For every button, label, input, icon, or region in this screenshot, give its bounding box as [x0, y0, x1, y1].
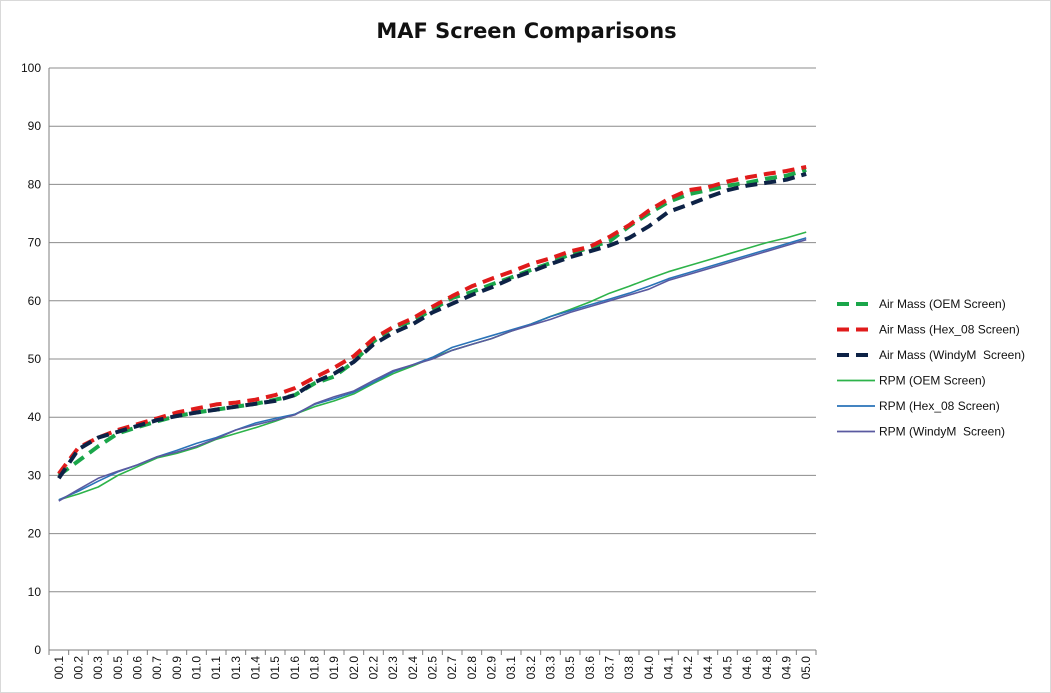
- x-tick-label: 00.9: [170, 656, 184, 680]
- x-tick-label: 04.1: [662, 656, 676, 680]
- x-tick-label: 01.9: [327, 656, 341, 680]
- y-tick-label: 80: [28, 177, 42, 191]
- y-tick-label: 50: [28, 352, 42, 366]
- x-tick-label: 03.2: [524, 656, 538, 680]
- x-tick-label: 01.3: [229, 656, 243, 680]
- x-tick-label: 04.9: [780, 656, 794, 680]
- y-tick-label: 0: [34, 643, 41, 657]
- x-tick-label: 03.8: [622, 656, 636, 680]
- series-line-5: [58, 237, 807, 501]
- x-tick-label: 00.3: [91, 656, 105, 680]
- series-line-1: [57, 167, 807, 478]
- y-tick-label: 10: [28, 585, 42, 599]
- x-tick-label: 04.0: [642, 656, 656, 680]
- x-tick-label: 04.5: [721, 656, 735, 680]
- x-tick-label: 05.0: [799, 656, 813, 680]
- y-tick-label: 100: [21, 61, 41, 75]
- x-tick-label: 00.6: [131, 656, 145, 680]
- series-line-6: [58, 238, 807, 502]
- legend-label: Air Mass (WindyM Screen): [879, 348, 1025, 362]
- x-tick-label: 01.5: [268, 656, 282, 680]
- x-tick-label: 04.4: [701, 656, 715, 680]
- x-tick-label: 03.6: [583, 656, 597, 680]
- x-tick-label: 01.6: [288, 656, 302, 680]
- x-tick-label: 02.0: [347, 656, 361, 680]
- y-tick-label: 30: [28, 468, 42, 482]
- y-tick-label: 20: [28, 527, 42, 541]
- x-tick-label: 02.3: [386, 656, 400, 680]
- x-tick-label: 04.8: [760, 656, 774, 680]
- x-tick-label: 03.7: [603, 656, 617, 680]
- x-tick-label: 00.2: [72, 656, 86, 680]
- x-tick-label: 00.1: [52, 656, 66, 680]
- x-tick-label: 03.1: [504, 656, 518, 680]
- x-tick-label: 02.2: [367, 656, 381, 680]
- x-tick-label: 04.2: [681, 656, 695, 680]
- y-tick-label: 90: [28, 119, 42, 133]
- legend-label: RPM (Hex_08 Screen): [879, 399, 1000, 413]
- series-line-3: [57, 171, 807, 480]
- legend-label: RPM (WindyM Screen): [879, 425, 1005, 439]
- x-tick-label: 04.6: [740, 656, 754, 680]
- legend-label: RPM (OEM Screen): [879, 374, 986, 388]
- legend-label: Air Mass (OEM Screen): [879, 297, 1006, 311]
- x-tick-label: 02.4: [406, 656, 420, 680]
- x-tick-label: 02.5: [426, 656, 440, 680]
- x-tick-label: 02.7: [445, 656, 459, 680]
- x-tick-label: 03.3: [544, 656, 558, 680]
- y-tick-label: 40: [28, 410, 42, 424]
- x-tick-label: 03.5: [563, 656, 577, 680]
- series-line-2: [57, 164, 807, 475]
- y-tick-label: 70: [28, 236, 42, 250]
- x-tick-label: 01.1: [209, 656, 223, 680]
- x-tick-label: 01.4: [249, 656, 263, 680]
- chart-title: MAF Screen Comparisons: [376, 19, 677, 43]
- x-tick-label: 01.0: [190, 656, 204, 680]
- x-tick-label: 01.8: [308, 656, 322, 680]
- x-tick-label: 00.5: [111, 656, 125, 680]
- y-tick-label: 60: [28, 294, 42, 308]
- x-tick-label: 02.8: [465, 656, 479, 680]
- x-tick-label: 00.7: [150, 656, 164, 680]
- legend-label: Air Mass (Hex_08 Screen): [879, 323, 1020, 337]
- x-tick-label: 02.9: [485, 656, 499, 680]
